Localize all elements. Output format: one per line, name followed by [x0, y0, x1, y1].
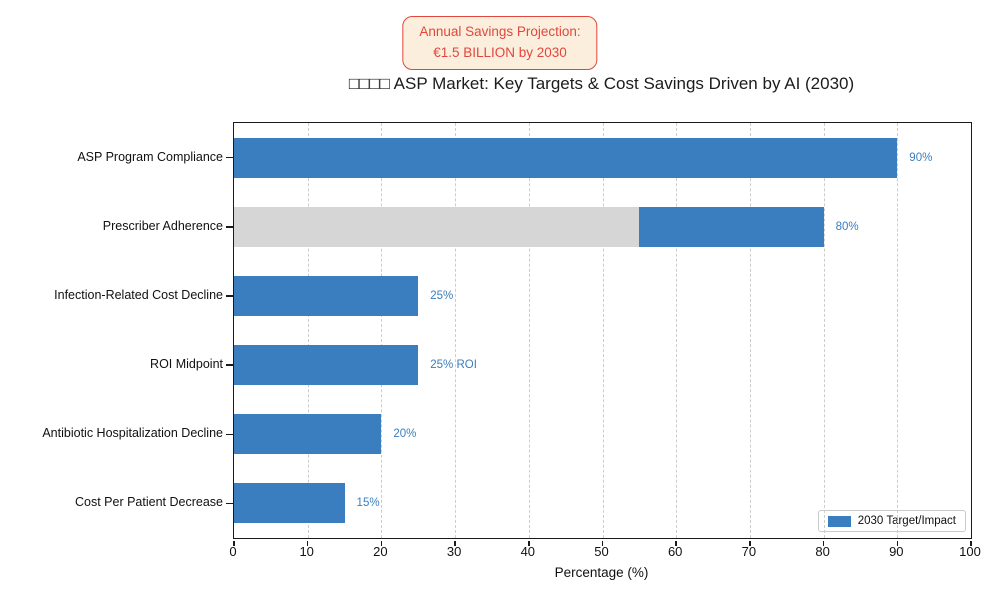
y-category-label: Antibiotic Hospitalization Decline: [42, 426, 223, 441]
bar-value-label: 25%: [430, 289, 454, 302]
y-category-label: ROI Midpoint: [150, 357, 223, 372]
bar-prescriber-adherence: [639, 206, 824, 247]
bar-baseline-segment: [234, 206, 640, 247]
legend: 2030 Target/Impact: [817, 510, 966, 532]
y-category-label: Prescriber Adherence: [102, 218, 223, 233]
bar-roi-midpoint: [234, 345, 419, 386]
gridline-80: [823, 123, 825, 538]
gridline-20: [381, 123, 383, 538]
savings-annotation-box: Annual Savings Projection: €1.5 BILLION …: [402, 16, 598, 70]
y-tick-mark: [226, 156, 233, 159]
x-tick-mark: [601, 541, 604, 546]
legend-label: 2030 Target/Impact: [857, 515, 956, 527]
x-tick-label-70: 70: [741, 544, 757, 559]
gridline-10: [307, 123, 309, 538]
y-tick-mark: [226, 433, 233, 435]
gridline-60: [676, 123, 678, 538]
y-tick-mark: [226, 364, 233, 366]
x-tick-mark: [454, 541, 456, 546]
x-tick-label-90: 90: [889, 544, 904, 559]
bar-infection-related-cost-decline: [234, 275, 419, 316]
bar-value-label: 25% ROI: [430, 359, 477, 372]
x-tick-label-100: 100: [959, 544, 981, 559]
x-tick-mark: [822, 541, 825, 546]
x-axis-tick-labels: 0 10 20 30 40 50 60 70 80 90 100: [229, 544, 980, 562]
y-category-label: Cost Per Patient Decrease: [75, 495, 223, 510]
savings-annotation-line1: Annual Savings Projection:: [419, 24, 581, 39]
bar-antibiotic-hospitalization-decline: [234, 414, 382, 455]
y-tick-mark: [226, 226, 233, 228]
bar-value-label: 80%: [835, 220, 859, 233]
bar-cost-per-patient-decrease: [234, 483, 345, 524]
gridline-30: [455, 123, 457, 538]
y-tick-mark: [226, 502, 233, 505]
x-tick-label-30: 30: [446, 544, 462, 559]
x-tick-label-50: 50: [594, 544, 609, 559]
bar-asp-program-compliance: [234, 137, 898, 178]
savings-annotation-line2: €1.5 BILLION by 2030: [433, 44, 567, 60]
x-tick-label-40: 40: [520, 544, 536, 559]
gridline-70: [749, 123, 751, 538]
y-category-label: ASP Program Compliance: [77, 149, 223, 164]
gridline-90: [897, 123, 899, 538]
x-tick-mark: [896, 541, 899, 546]
x-tick-mark: [675, 541, 677, 546]
y-tick-mark: [226, 295, 233, 297]
gridline-40: [528, 123, 530, 538]
y-category-label: Infection-Related Cost Decline: [54, 287, 223, 302]
x-tick-label-80: 80: [815, 544, 830, 559]
x-tick-label-60: 60: [667, 544, 683, 559]
bar-value-label: 20%: [393, 428, 417, 441]
legend-swatch: [827, 515, 851, 527]
plot-area: 2030 Target/Impact 90% 80% 25% 25% ROI 20% 15…: [226, 122, 972, 546]
x-axis-label: Percentage (%): [554, 565, 649, 580]
gridline-50: [602, 123, 604, 538]
bar-value-label: 90%: [909, 151, 933, 164]
chart-title: □□□□ ASP Market: Key Targets & Cost Savi…: [348, 74, 855, 93]
bar-value-label: 15%: [356, 497, 380, 510]
x-tick-mark: [528, 541, 530, 546]
x-tick-mark: [380, 541, 383, 546]
x-tick-label-10: 10: [299, 544, 314, 559]
x-tick-mark: [233, 541, 235, 546]
x-tick-label-0: 0: [229, 544, 237, 559]
x-tick-mark: [306, 541, 309, 546]
y-axis-category-labels: ASP Program Compliance Prescriber Adheren…: [0, 122, 223, 537]
x-tick-mark: [749, 541, 751, 546]
x-tick-mark: [970, 541, 972, 546]
x-tick-label-20: 20: [373, 544, 388, 559]
